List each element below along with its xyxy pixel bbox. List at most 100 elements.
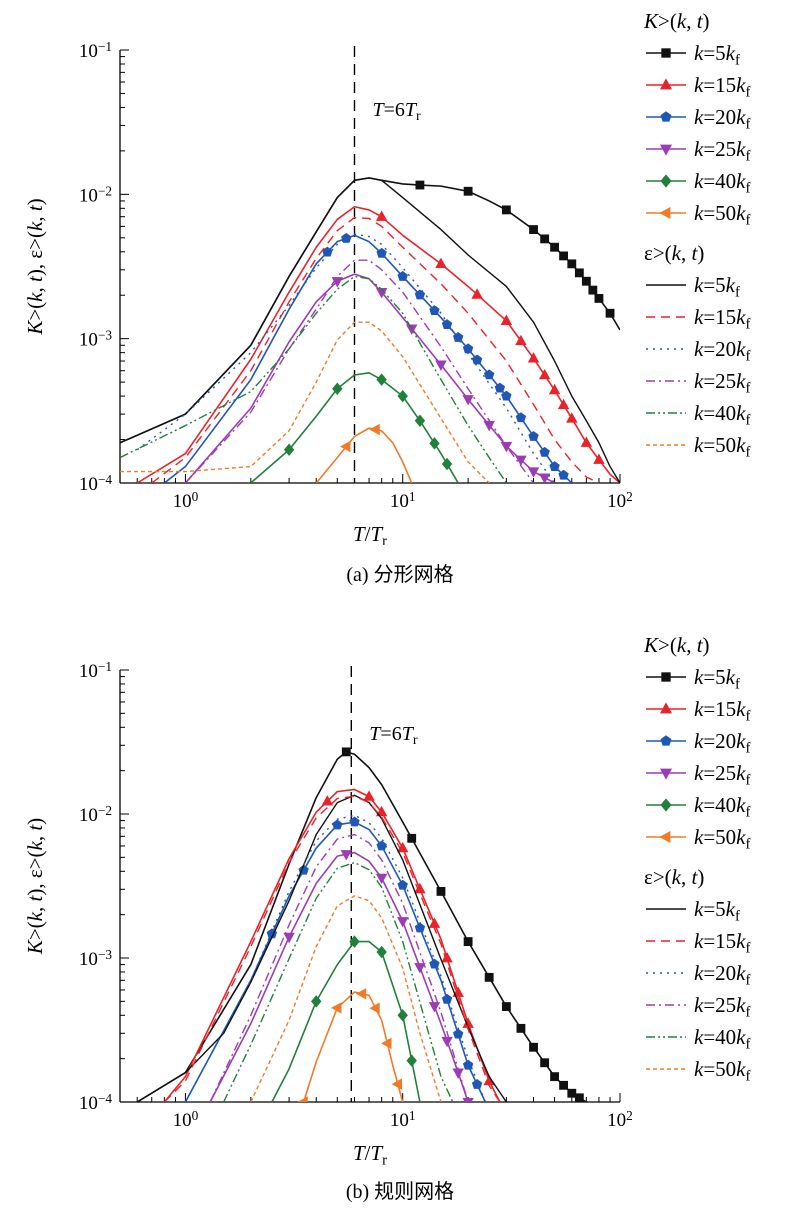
legend-label: k=20kf (694, 729, 751, 756)
data-point-k5 (501, 205, 511, 215)
legend-label: k=5kf (694, 41, 740, 68)
data-point-k20 (549, 461, 560, 471)
x-tick-label: 101 (390, 489, 416, 512)
data-point-k5 (529, 225, 538, 234)
data-point-k15 (527, 352, 540, 363)
y-tick-label: 10−1 (79, 39, 112, 62)
data-point-k15 (566, 412, 578, 423)
data-point-k25 (405, 324, 418, 335)
legend-marker (659, 78, 673, 90)
data-point-k5 (407, 833, 417, 843)
legend-label: k=20kf (694, 337, 751, 364)
x-tick-label: 102 (607, 1108, 633, 1131)
data-point-k5 (484, 972, 494, 982)
data-point-k25 (283, 932, 295, 944)
data-point-k40 (376, 945, 387, 959)
legend-title-epsilon: ε>(k, t) (644, 241, 704, 265)
legend-label: k=25kf (694, 137, 751, 164)
data-point-k5 (605, 308, 615, 318)
data-point-k25 (414, 963, 426, 974)
data-point-k25 (515, 455, 527, 467)
legend-label: k=20kf (694, 961, 751, 988)
data-point-k15 (375, 210, 388, 221)
data-point-k15 (471, 288, 483, 299)
data-point-k25 (462, 395, 474, 406)
legend-marker (659, 206, 671, 220)
data-point-k40 (414, 414, 426, 427)
data-point-k25 (375, 287, 388, 299)
data-point-k20 (429, 958, 440, 969)
series-line-epsilon-k50 (120, 321, 490, 483)
data-point-k20 (452, 331, 464, 342)
data-point-k40 (406, 1054, 417, 1067)
data-point-k40 (332, 382, 343, 395)
data-point-k15 (483, 1074, 495, 1086)
data-point-k25 (375, 873, 388, 885)
data-point-k25 (527, 467, 540, 478)
series-line-epsilon-k5 (136, 794, 507, 1102)
data-point-k5 (588, 285, 598, 295)
data-point-k25 (435, 360, 447, 371)
data-point-k5 (341, 747, 351, 757)
data-point-k5 (415, 180, 425, 190)
data-point-k15 (515, 334, 527, 346)
legend-label: k=25kf (694, 993, 751, 1020)
y-axis-label: K>(k, t), ε>(k, t) (23, 198, 47, 335)
caption-b: (b) 规则网格 (345, 1181, 455, 1203)
data-point-k5 (594, 294, 604, 303)
legend-label: k=50kf (694, 825, 751, 852)
data-point-k25 (538, 473, 551, 483)
data-point-k15 (321, 795, 334, 806)
data-point-k20 (462, 1059, 474, 1070)
data-point-k15 (375, 805, 388, 817)
data-point-k20 (539, 446, 550, 457)
y-tick-label: 10−4 (79, 1091, 112, 1114)
reference-line-label: T=6Tr (369, 723, 418, 748)
x-tick-label: 100 (173, 489, 199, 512)
series-line-epsilon-k50 (250, 895, 442, 1102)
data-point-k5 (567, 1088, 577, 1098)
legend-label: k=15kf (694, 305, 751, 332)
data-point-k40 (441, 457, 453, 471)
data-point-k20 (397, 270, 408, 281)
data-point-k5 (581, 276, 591, 286)
data-point-k5 (463, 937, 473, 947)
data-point-k20 (501, 390, 512, 401)
legend-label: k=25kf (694, 761, 751, 788)
reference-line-label: T=6Tr (372, 99, 421, 124)
legend-marker (660, 735, 672, 746)
data-point-k50 (297, 1096, 308, 1102)
data-point-k5 (501, 1002, 511, 1011)
legend-title-K: K>(k, t) (643, 9, 710, 33)
data-point-k25 (441, 1036, 453, 1048)
data-point-k15 (396, 841, 409, 853)
data-point-k20 (483, 369, 495, 380)
data-point-k25 (452, 1068, 464, 1079)
legend-marker (660, 798, 672, 812)
legend-label: k=50kf (694, 433, 751, 460)
legend-marker (661, 48, 671, 58)
data-point-k15 (363, 790, 375, 801)
data-point-k15 (548, 383, 561, 395)
series-line-K-k40 (250, 372, 459, 483)
legend-label: k=15kf (694, 929, 751, 956)
legend-label: k=15kf (694, 73, 751, 100)
y-tick-label: 10−2 (79, 183, 112, 206)
series-line-epsilon-k5 (120, 177, 620, 483)
data-point-k20 (429, 305, 440, 315)
data-point-k5 (540, 1058, 550, 1068)
legend-marker (659, 702, 673, 714)
data-point-k50 (331, 1002, 342, 1014)
y-tick-label: 10−4 (79, 472, 112, 495)
legend-label: k=50kf (694, 201, 751, 228)
data-point-k20 (471, 354, 483, 365)
legend-label: k=5kf (694, 273, 740, 300)
data-point-k40 (283, 443, 295, 456)
data-point-k15 (441, 951, 453, 963)
series-line-K-k5 (136, 751, 587, 1102)
data-point-k20 (558, 469, 569, 480)
series-line-K-k40 (271, 940, 421, 1102)
data-point-k20 (515, 412, 527, 423)
data-point-k20 (349, 816, 360, 827)
